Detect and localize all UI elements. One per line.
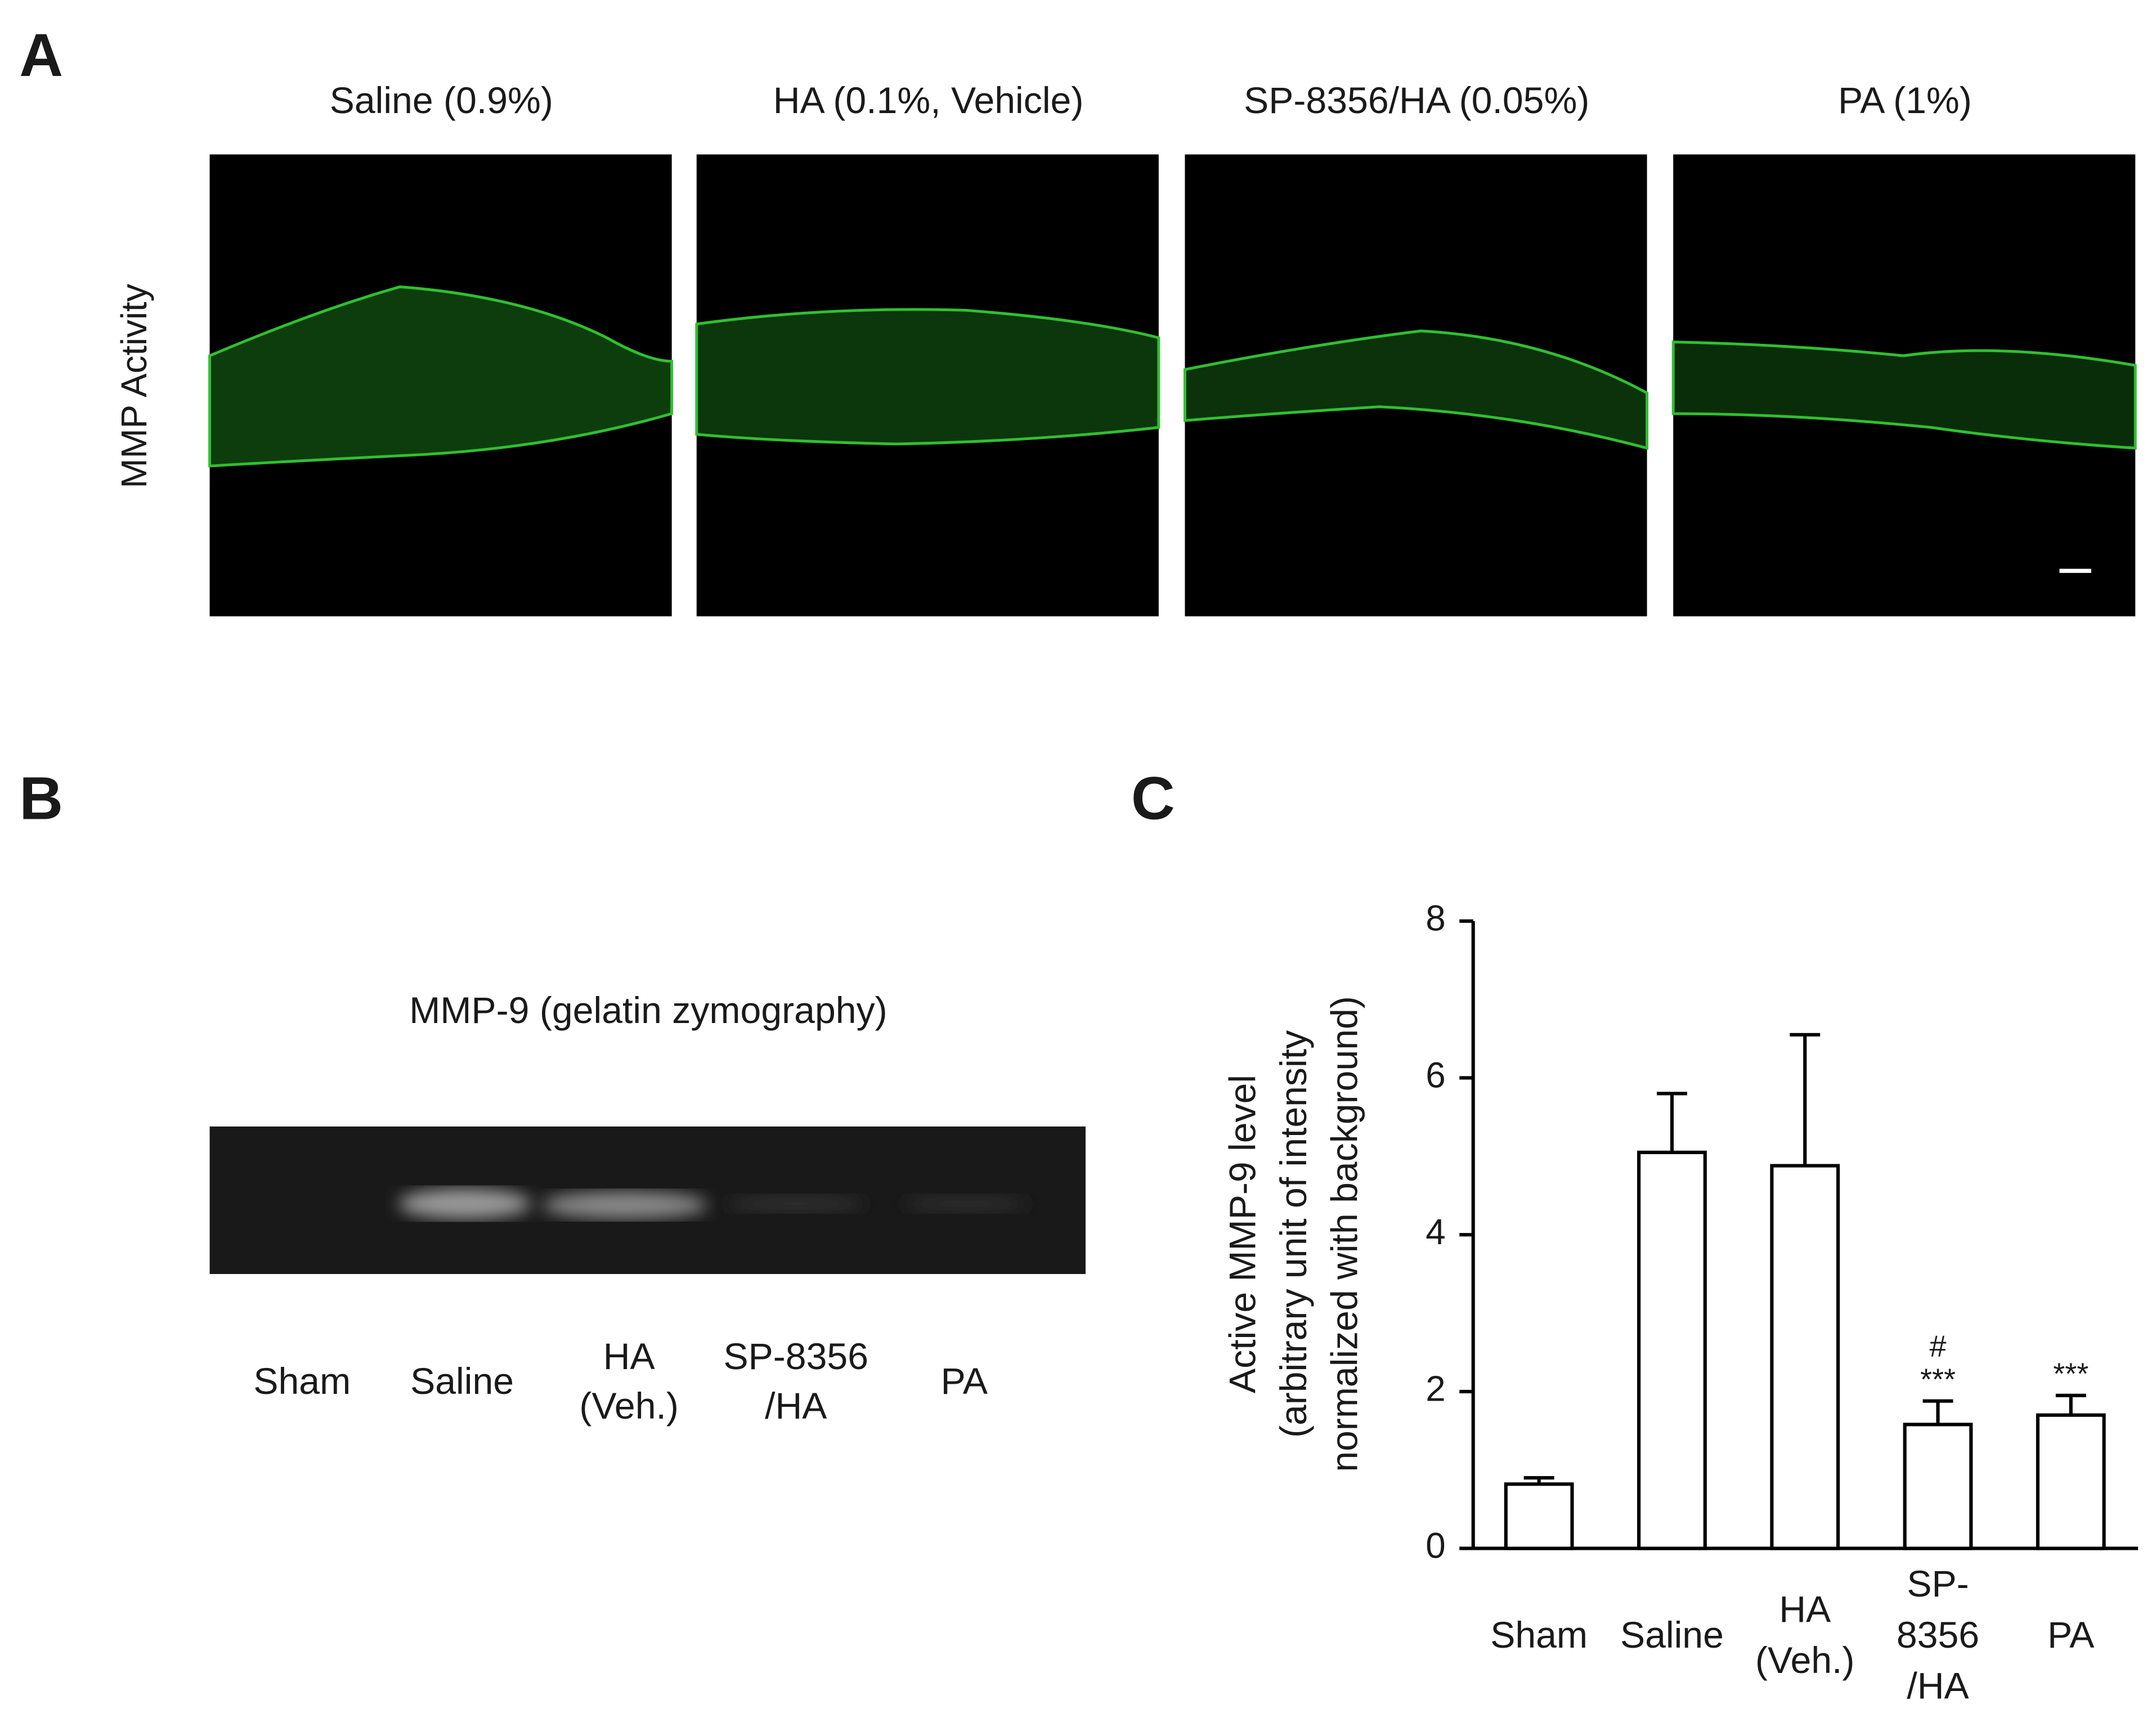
gel-band	[398, 1188, 531, 1219]
gel-band	[903, 1195, 1028, 1212]
panel-label: C	[1131, 764, 1175, 832]
column-title: HA (0.1%, Vehicle)	[773, 80, 1084, 122]
tissue	[208, 285, 674, 468]
lane-label: Saline	[410, 1361, 514, 1403]
bar	[1504, 1482, 1574, 1550]
significance-label: # ***	[1920, 1330, 1956, 1397]
bar	[1770, 1164, 1840, 1550]
x-tick-label: PA	[2047, 1614, 2094, 1656]
micrographs	[208, 154, 2137, 617]
column-title: PA (1%)	[1838, 80, 1972, 122]
tissue	[1184, 329, 1649, 450]
gel-band	[542, 1191, 708, 1219]
lane-label: PA	[941, 1361, 988, 1403]
lane-label: SP-8356/HA	[724, 1336, 869, 1427]
row-label: MMP Activity	[114, 284, 154, 488]
y-axis-label: Active MMP-9 level (arbitrary unit of int…	[1222, 996, 1366, 1472]
y-tick-label: 8	[1426, 898, 1445, 939]
x-tick-label: HA (Veh.)	[1755, 1589, 1855, 1682]
lane-label: HA (Veh.)	[579, 1336, 679, 1427]
gel	[209, 1126, 1086, 1275]
significance-label: ***	[2053, 1357, 2088, 1391]
tissue	[1671, 340, 2137, 450]
bar	[2036, 1413, 2106, 1550]
bar	[1637, 1150, 1707, 1550]
x-tick-label: SP-8356/HA	[1897, 1564, 1979, 1707]
y-tick-label: 6	[1426, 1055, 1445, 1095]
panel-label: B	[19, 764, 63, 832]
gel-title: MMP-9 (gelatin zymography)	[409, 990, 887, 1031]
lane-label: Sham	[253, 1361, 351, 1403]
column-title: SP-8356/HA (0.05%)	[1244, 80, 1589, 122]
y-tick-label: 4	[1426, 1212, 1445, 1252]
x-tick-label: Sham	[1490, 1614, 1588, 1656]
y-tick-label: 2	[1426, 1369, 1445, 1409]
y-tick-label: 0	[1426, 1525, 1445, 1566]
panel-label: A	[19, 21, 63, 89]
bar	[1903, 1423, 1973, 1550]
column-title: Saline (0.9%)	[330, 80, 553, 122]
x-tick-label: Saline	[1620, 1614, 1724, 1656]
gel-band	[727, 1195, 865, 1212]
tissue	[695, 308, 1160, 446]
